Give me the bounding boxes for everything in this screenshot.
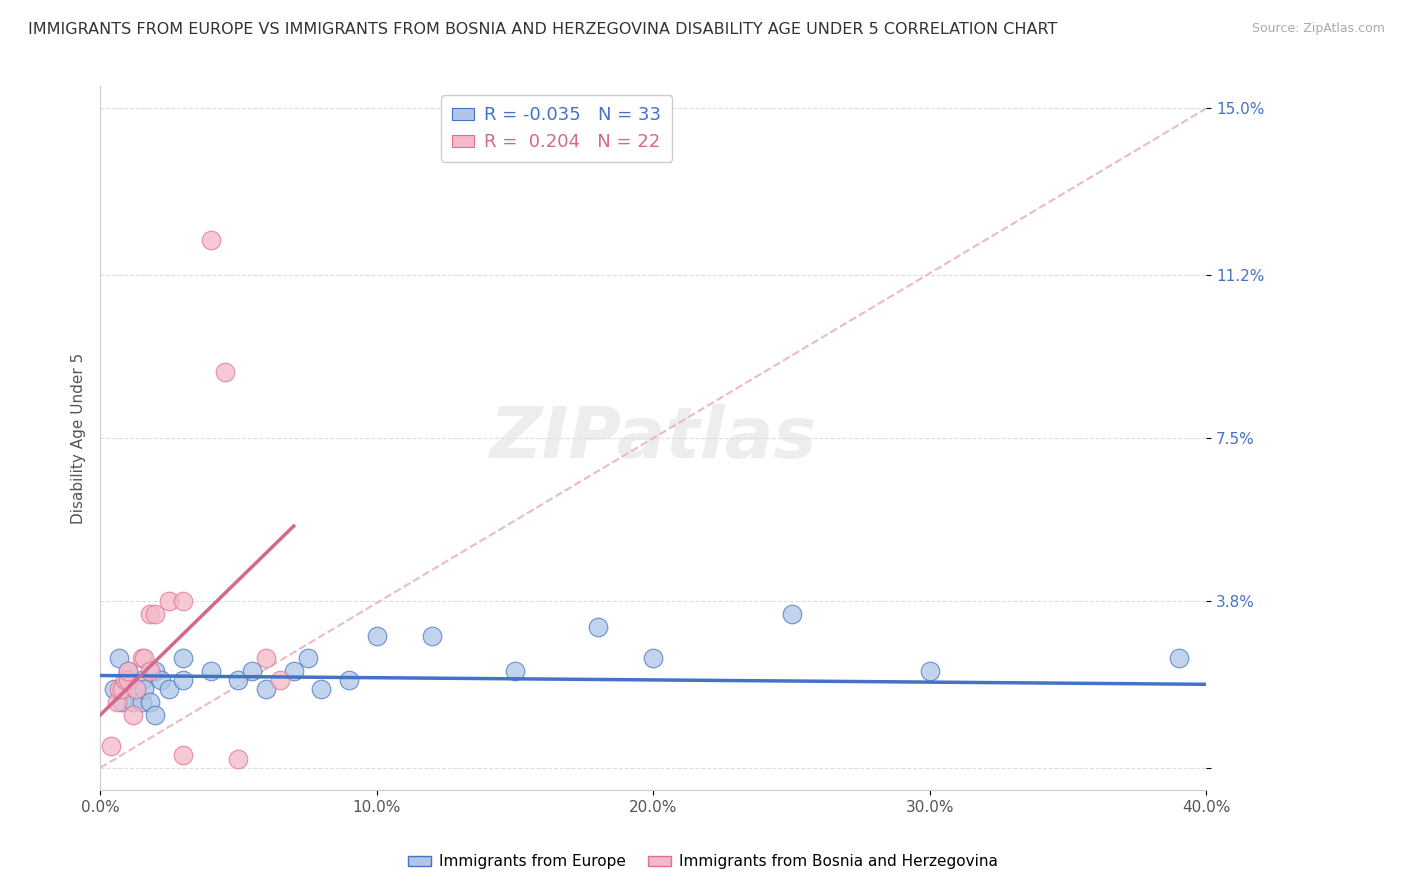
Point <box>145 708 167 723</box>
Point <box>269 673 291 687</box>
Legend: R = -0.035   N = 33, R =  0.204   N = 22: R = -0.035 N = 33, R = 0.204 N = 22 <box>441 95 672 162</box>
Point <box>139 695 162 709</box>
Point <box>122 695 145 709</box>
Point <box>311 681 333 696</box>
Point <box>145 607 167 621</box>
Point <box>125 681 148 696</box>
Point <box>139 607 162 621</box>
Point <box>172 673 194 687</box>
Point <box>228 673 250 687</box>
Y-axis label: Disability Age Under 5: Disability Age Under 5 <box>72 352 86 524</box>
Point <box>122 708 145 723</box>
Text: IMMIGRANTS FROM EUROPE VS IMMIGRANTS FROM BOSNIA AND HERZEGOVINA DISABILITY AGE : IMMIGRANTS FROM EUROPE VS IMMIGRANTS FRO… <box>28 22 1057 37</box>
Point <box>337 673 360 687</box>
Point <box>157 681 180 696</box>
Point <box>366 629 388 643</box>
Point <box>105 695 128 709</box>
Text: ZIPatlas: ZIPatlas <box>489 403 817 473</box>
Point <box>503 664 526 678</box>
Point <box>420 629 443 643</box>
Point <box>117 673 139 687</box>
Point <box>214 365 236 379</box>
Point <box>111 681 134 696</box>
Point <box>157 594 180 608</box>
Point <box>200 664 222 678</box>
Point <box>297 651 319 665</box>
Point <box>254 651 277 665</box>
Point <box>240 664 263 678</box>
Point <box>780 607 803 621</box>
Point <box>1167 651 1189 665</box>
Point <box>103 681 125 696</box>
Point <box>131 651 153 665</box>
Point <box>117 664 139 678</box>
Point <box>586 620 609 634</box>
Point <box>114 673 136 687</box>
Point <box>172 594 194 608</box>
Point <box>117 673 139 687</box>
Point <box>100 739 122 753</box>
Point <box>145 664 167 678</box>
Point <box>108 681 131 696</box>
Point <box>283 664 305 678</box>
Point <box>111 695 134 709</box>
Point <box>643 651 665 665</box>
Point <box>149 673 172 687</box>
Legend: Immigrants from Europe, Immigrants from Bosnia and Herzegovina: Immigrants from Europe, Immigrants from … <box>402 848 1004 875</box>
Point <box>228 752 250 766</box>
Point <box>108 651 131 665</box>
Point <box>117 664 139 678</box>
Point <box>139 664 162 678</box>
Point <box>125 681 148 696</box>
Point <box>172 651 194 665</box>
Point <box>254 681 277 696</box>
Text: Source: ZipAtlas.com: Source: ZipAtlas.com <box>1251 22 1385 36</box>
Point <box>172 747 194 762</box>
Point <box>134 651 156 665</box>
Point <box>134 681 156 696</box>
Point <box>131 695 153 709</box>
Point <box>200 233 222 247</box>
Point <box>918 664 941 678</box>
Point <box>131 673 153 687</box>
